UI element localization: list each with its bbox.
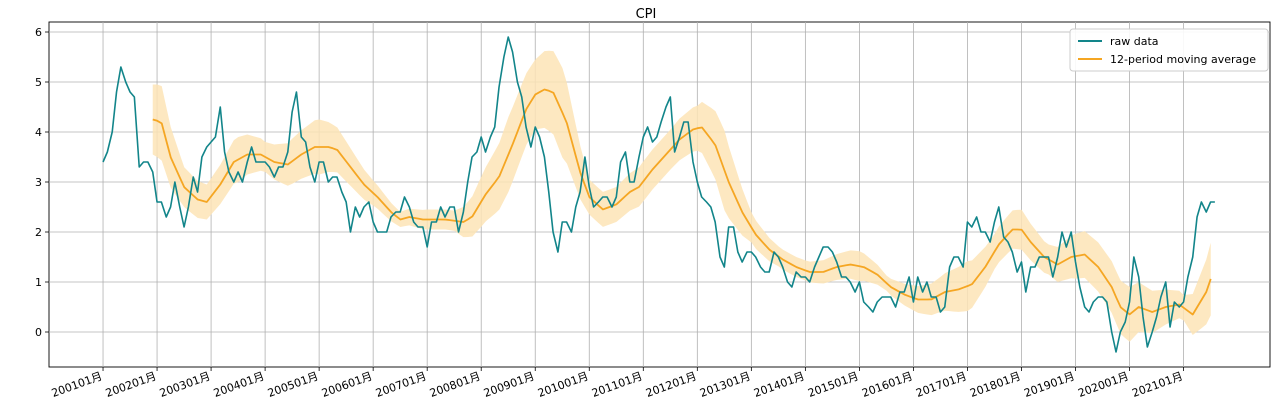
- legend: raw data 12-period moving average: [1069, 28, 1269, 72]
- x-tick-label: 200201月: [104, 370, 158, 400]
- x-axis: 200101月 200201月 200301月 200401月 200501月 20060…: [50, 367, 1185, 400]
- y-tick-label: 2: [35, 226, 42, 239]
- x-tick-label: 201101月: [590, 370, 644, 400]
- x-tick-label: 200401月: [212, 370, 266, 400]
- x-tick-label: 201601月: [860, 370, 914, 400]
- x-tick-label: 201401月: [752, 370, 806, 400]
- y-axis: 0 1 2 3 4 5 6: [35, 26, 49, 339]
- x-tick-label: 200301月: [158, 370, 212, 400]
- y-tick-label: 0: [35, 326, 42, 339]
- x-tick-label: 201001月: [536, 370, 590, 400]
- x-tick-label: 201701月: [914, 370, 968, 400]
- x-tick-label: 200501月: [266, 370, 320, 400]
- x-tick-label: 202101月: [1130, 370, 1184, 400]
- grid-lines: [49, 22, 1270, 367]
- x-tick-label: 201501月: [806, 370, 860, 400]
- y-tick-label: 6: [35, 26, 42, 39]
- x-tick-label: 200601月: [320, 370, 374, 400]
- raw-data-line: [102, 36, 1215, 353]
- std-band: [152, 50, 1211, 342]
- std-band-area: [152, 50, 1211, 342]
- plot-area-frame: [48, 21, 1271, 368]
- series-lines: [102, 36, 1215, 353]
- x-tick-label: 201201月: [644, 370, 698, 400]
- y-tick-label: 4: [35, 126, 42, 139]
- x-tick-label: 201801月: [968, 370, 1022, 400]
- x-tick-label: 200101月: [50, 370, 104, 400]
- x-tick-label: 200901月: [482, 370, 536, 400]
- legend-label: raw data: [1110, 35, 1159, 48]
- y-tick-label: 3: [35, 176, 42, 189]
- legend-box: [1069, 28, 1269, 72]
- y-tick-label: 5: [35, 76, 42, 89]
- x-tick-label: 200701月: [374, 370, 428, 400]
- x-tick-label: 202001月: [1076, 370, 1130, 400]
- x-tick-label: 201301月: [698, 370, 752, 400]
- moving-average-line: [152, 88, 1212, 316]
- chart-title: CPI: [636, 7, 657, 22]
- x-tick-label: 200801月: [428, 370, 482, 400]
- y-tick-label: 1: [35, 276, 42, 289]
- x-tick-label: 201901月: [1022, 370, 1076, 400]
- legend-label: 12-period moving average: [1110, 53, 1256, 66]
